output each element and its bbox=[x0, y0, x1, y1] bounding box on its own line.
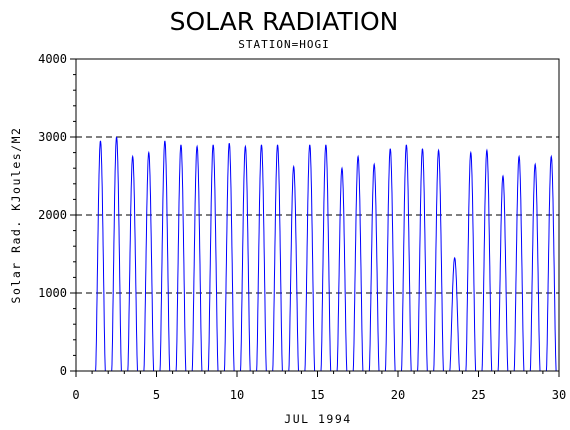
x-tick-label-30: 30 bbox=[552, 388, 566, 402]
chart-subtitle: STATION=HOGI bbox=[238, 38, 329, 51]
x-axis-label: JUL 1994 bbox=[284, 412, 351, 426]
y-axis: 0 1000 2000 3000 4000 bbox=[38, 52, 76, 378]
x-tick-label-25: 25 bbox=[471, 388, 485, 402]
day-curve-21 bbox=[415, 148, 430, 372]
day-curve-28 bbox=[528, 162, 542, 372]
y-axis-label: Solar Rad. KJoules/M2 bbox=[9, 127, 23, 304]
day-curve-17 bbox=[351, 154, 365, 372]
chart-title: SOLAR RADIATION bbox=[170, 7, 399, 36]
day-curve-12 bbox=[270, 144, 285, 372]
y-tick-label-4000: 4000 bbox=[38, 52, 67, 66]
day-curve-19 bbox=[383, 148, 397, 372]
y-tick-label-2000: 2000 bbox=[38, 208, 67, 222]
day-curve-16 bbox=[335, 166, 349, 372]
day-curve-3 bbox=[125, 154, 140, 372]
day-curve-18 bbox=[367, 162, 381, 372]
day-curve-13 bbox=[286, 164, 301, 372]
day-curve-27 bbox=[512, 154, 526, 372]
day-curve-11 bbox=[254, 144, 269, 372]
day-curve-9 bbox=[222, 143, 236, 372]
day-curve-15 bbox=[319, 144, 333, 372]
day-curve-10 bbox=[238, 144, 253, 372]
day-curve-7 bbox=[190, 144, 204, 372]
y-tick-label-0: 0 bbox=[60, 364, 67, 378]
x-tick-label-15: 15 bbox=[310, 388, 324, 402]
series-group bbox=[93, 136, 558, 372]
x-tick-label-5: 5 bbox=[153, 388, 160, 402]
y-tick-label-3000: 3000 bbox=[38, 130, 67, 144]
x-axis: 0 5 10 15 20 25 30 bbox=[72, 371, 566, 402]
day-curve-2 bbox=[109, 136, 124, 372]
y-tick-label-1000: 1000 bbox=[38, 286, 67, 300]
day-curve-8 bbox=[206, 144, 220, 372]
day-curve-23 bbox=[447, 256, 462, 372]
day-curve-1 bbox=[93, 140, 108, 372]
x-tick-label-20: 20 bbox=[391, 388, 405, 402]
x-tick-label-0: 0 bbox=[72, 388, 79, 402]
day-curve-6 bbox=[174, 144, 188, 372]
day-curve-4 bbox=[142, 150, 156, 372]
day-curve-26 bbox=[496, 174, 510, 372]
day-curve-14 bbox=[303, 144, 317, 372]
day-curve-22 bbox=[431, 148, 446, 372]
day-curve-5 bbox=[158, 140, 172, 372]
day-curve-24 bbox=[464, 150, 478, 372]
x-tick-label-10: 10 bbox=[230, 388, 244, 402]
day-curve-20 bbox=[399, 144, 414, 372]
day-curve-25 bbox=[480, 148, 494, 372]
day-curve-29 bbox=[544, 154, 558, 372]
grid-lines bbox=[76, 58, 559, 372]
